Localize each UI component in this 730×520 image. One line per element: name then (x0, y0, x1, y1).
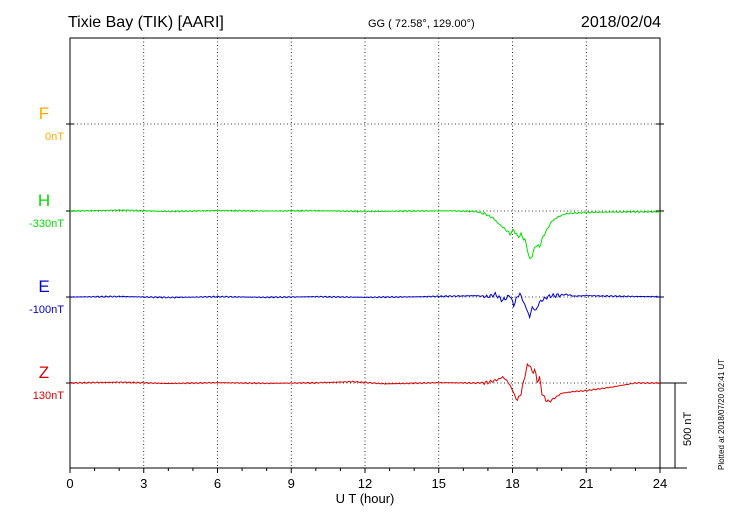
x-axis-ticks: 0 3 6 9 12 15 18 21 24 (66, 468, 667, 491)
series-baseline-h: -330nT (29, 218, 64, 230)
series-name-f: F (39, 104, 49, 123)
scale-bar-label: 500 nT (682, 411, 694, 446)
grid (66, 38, 664, 468)
x-tick-label: 9 (288, 476, 295, 491)
x-tick-label: 21 (579, 476, 593, 491)
series-name-e: E (38, 277, 49, 296)
x-tick-label: 12 (358, 476, 372, 491)
series-baseline-z: 130nT (33, 390, 64, 402)
scale-bar: 500 nT (660, 382, 694, 469)
series-name-h: H (38, 191, 50, 210)
header-station: Tixie Bay (TIK) [AARI] (68, 14, 224, 31)
series-line-e (69, 291, 661, 320)
series-baseline-e: -100nT (29, 304, 64, 316)
x-axis-label: U T (hour) (336, 491, 395, 506)
x-tick-label: 24 (653, 476, 667, 491)
x-tick-label: 0 (66, 476, 73, 491)
header-date: 2018/02/04 (580, 14, 661, 31)
series-labels: F 0nT H -330nT E -100nT Z 130nT (29, 104, 64, 402)
series-line-z (69, 362, 661, 403)
x-tick-label: 18 (505, 476, 519, 491)
series-baseline-f: 0nT (45, 131, 64, 143)
header-coords: GG ( 72.58°, 129.00°) (368, 18, 475, 30)
x-tick-label: 15 (432, 476, 446, 491)
x-tick-label: 3 (140, 476, 147, 491)
series-name-z: Z (39, 363, 49, 382)
plot-frame (69, 37, 661, 469)
series-line-h (69, 209, 661, 259)
x-tick-label: 6 (214, 476, 221, 491)
plotted-note: Plotted at 2018/07/20 02:41 UT (717, 359, 726, 470)
series-lines (69, 209, 661, 403)
